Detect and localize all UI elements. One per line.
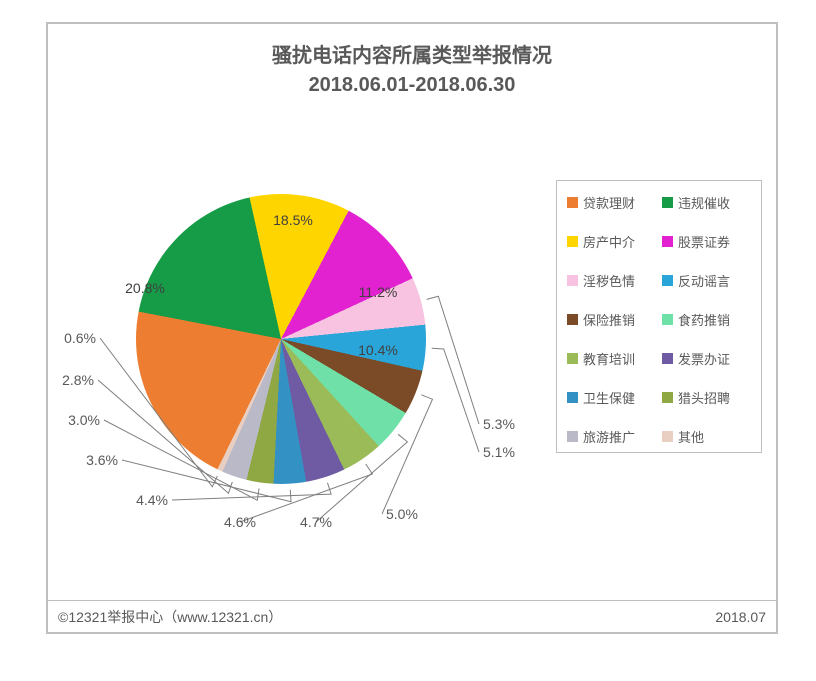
title-line1: 骚扰电话内容所属类型举报情况 xyxy=(48,42,776,71)
legend-item: 反动谣言 xyxy=(662,271,751,290)
legend-label: 保险推销 xyxy=(583,310,635,329)
legend-swatch xyxy=(567,392,578,403)
legend: 贷款理财 违规催收房产中介 股票证券淫秽色情 反动谣言保险推销 食药推销教育培训 发票办证… xyxy=(556,180,762,453)
legend-swatch xyxy=(662,314,673,325)
slice-label: 10.4% xyxy=(358,342,398,358)
legend-swatch xyxy=(662,236,673,247)
legend-label: 食药推销 xyxy=(678,310,730,329)
legend-label: 教育培训 xyxy=(583,349,635,368)
slice-label: 4.6% xyxy=(224,514,256,530)
legend-label: 淫秽色情 xyxy=(583,271,635,290)
legend-swatch xyxy=(567,431,578,442)
legend-label: 旅游推广 xyxy=(583,427,635,446)
slice-label: 18.5% xyxy=(273,212,313,228)
slice-label: 2.8% xyxy=(62,372,94,388)
slice-label: 5.3% xyxy=(483,416,515,432)
legend-swatch xyxy=(662,275,673,286)
slice-label: 4.4% xyxy=(136,492,168,508)
slice-label: 11.2% xyxy=(359,284,398,300)
legend-item: 旅游推广 xyxy=(567,427,656,446)
legend-swatch xyxy=(567,275,578,286)
pie-disk xyxy=(136,194,426,484)
legend-swatch xyxy=(567,353,578,364)
slice-label: 4.7% xyxy=(300,514,332,530)
slice-label: 5.1% xyxy=(483,444,515,460)
legend-swatch xyxy=(662,431,673,442)
legend-label: 卫生保健 xyxy=(583,388,635,407)
legend-label: 发票办证 xyxy=(678,349,730,368)
legend-item: 违规催收 xyxy=(662,193,751,212)
legend-swatch xyxy=(567,197,578,208)
title-line2: 2018.06.01-2018.06.30 xyxy=(48,71,776,100)
legend-swatch xyxy=(567,314,578,325)
slice-label: 0.6% xyxy=(64,330,96,346)
legend-item: 发票办证 xyxy=(662,349,751,368)
legend-item: 保险推销 xyxy=(567,310,656,329)
chart-footer: ©12321举报中心（www.12321.cn） 2018.07 xyxy=(48,600,776,632)
legend-label: 股票证券 xyxy=(678,232,730,251)
legend-item: 股票证券 xyxy=(662,232,751,251)
legend-swatch xyxy=(567,236,578,247)
legend-item: 教育培训 xyxy=(567,349,656,368)
legend-item: 房产中介 xyxy=(567,232,656,251)
legend-label: 违规催收 xyxy=(678,193,730,212)
legend-swatch xyxy=(662,197,673,208)
legend-swatch xyxy=(662,392,673,403)
legend-swatch xyxy=(662,353,673,364)
slice-label: 3.0% xyxy=(68,412,100,428)
chart-title: 骚扰电话内容所属类型举报情况 2018.06.01-2018.06.30 xyxy=(48,42,776,100)
slice-label: 5.0% xyxy=(386,506,418,522)
footer-source: ©12321举报中心（www.12321.cn） xyxy=(58,607,282,627)
legend-item: 猎头招聘 xyxy=(662,388,751,407)
legend-label: 房产中介 xyxy=(583,232,635,251)
legend-item: 贷款理财 xyxy=(567,193,656,212)
legend-item: 食药推销 xyxy=(662,310,751,329)
footer-date: 2018.07 xyxy=(715,609,766,625)
legend-label: 贷款理财 xyxy=(583,193,635,212)
legend-item: 卫生保健 xyxy=(567,388,656,407)
legend-label: 反动谣言 xyxy=(678,271,730,290)
legend-label: 其他 xyxy=(678,427,704,446)
legend-item: 淫秽色情 xyxy=(567,271,656,290)
slice-label: 20.8% xyxy=(125,280,165,296)
legend-label: 猎头招聘 xyxy=(678,388,730,407)
slice-label: 3.6% xyxy=(86,452,118,468)
pie-chart xyxy=(136,194,426,484)
chart-frame: 骚扰电话内容所属类型举报情况 2018.06.01-2018.06.30 20.… xyxy=(46,22,778,634)
legend-item: 其他 xyxy=(662,427,751,446)
